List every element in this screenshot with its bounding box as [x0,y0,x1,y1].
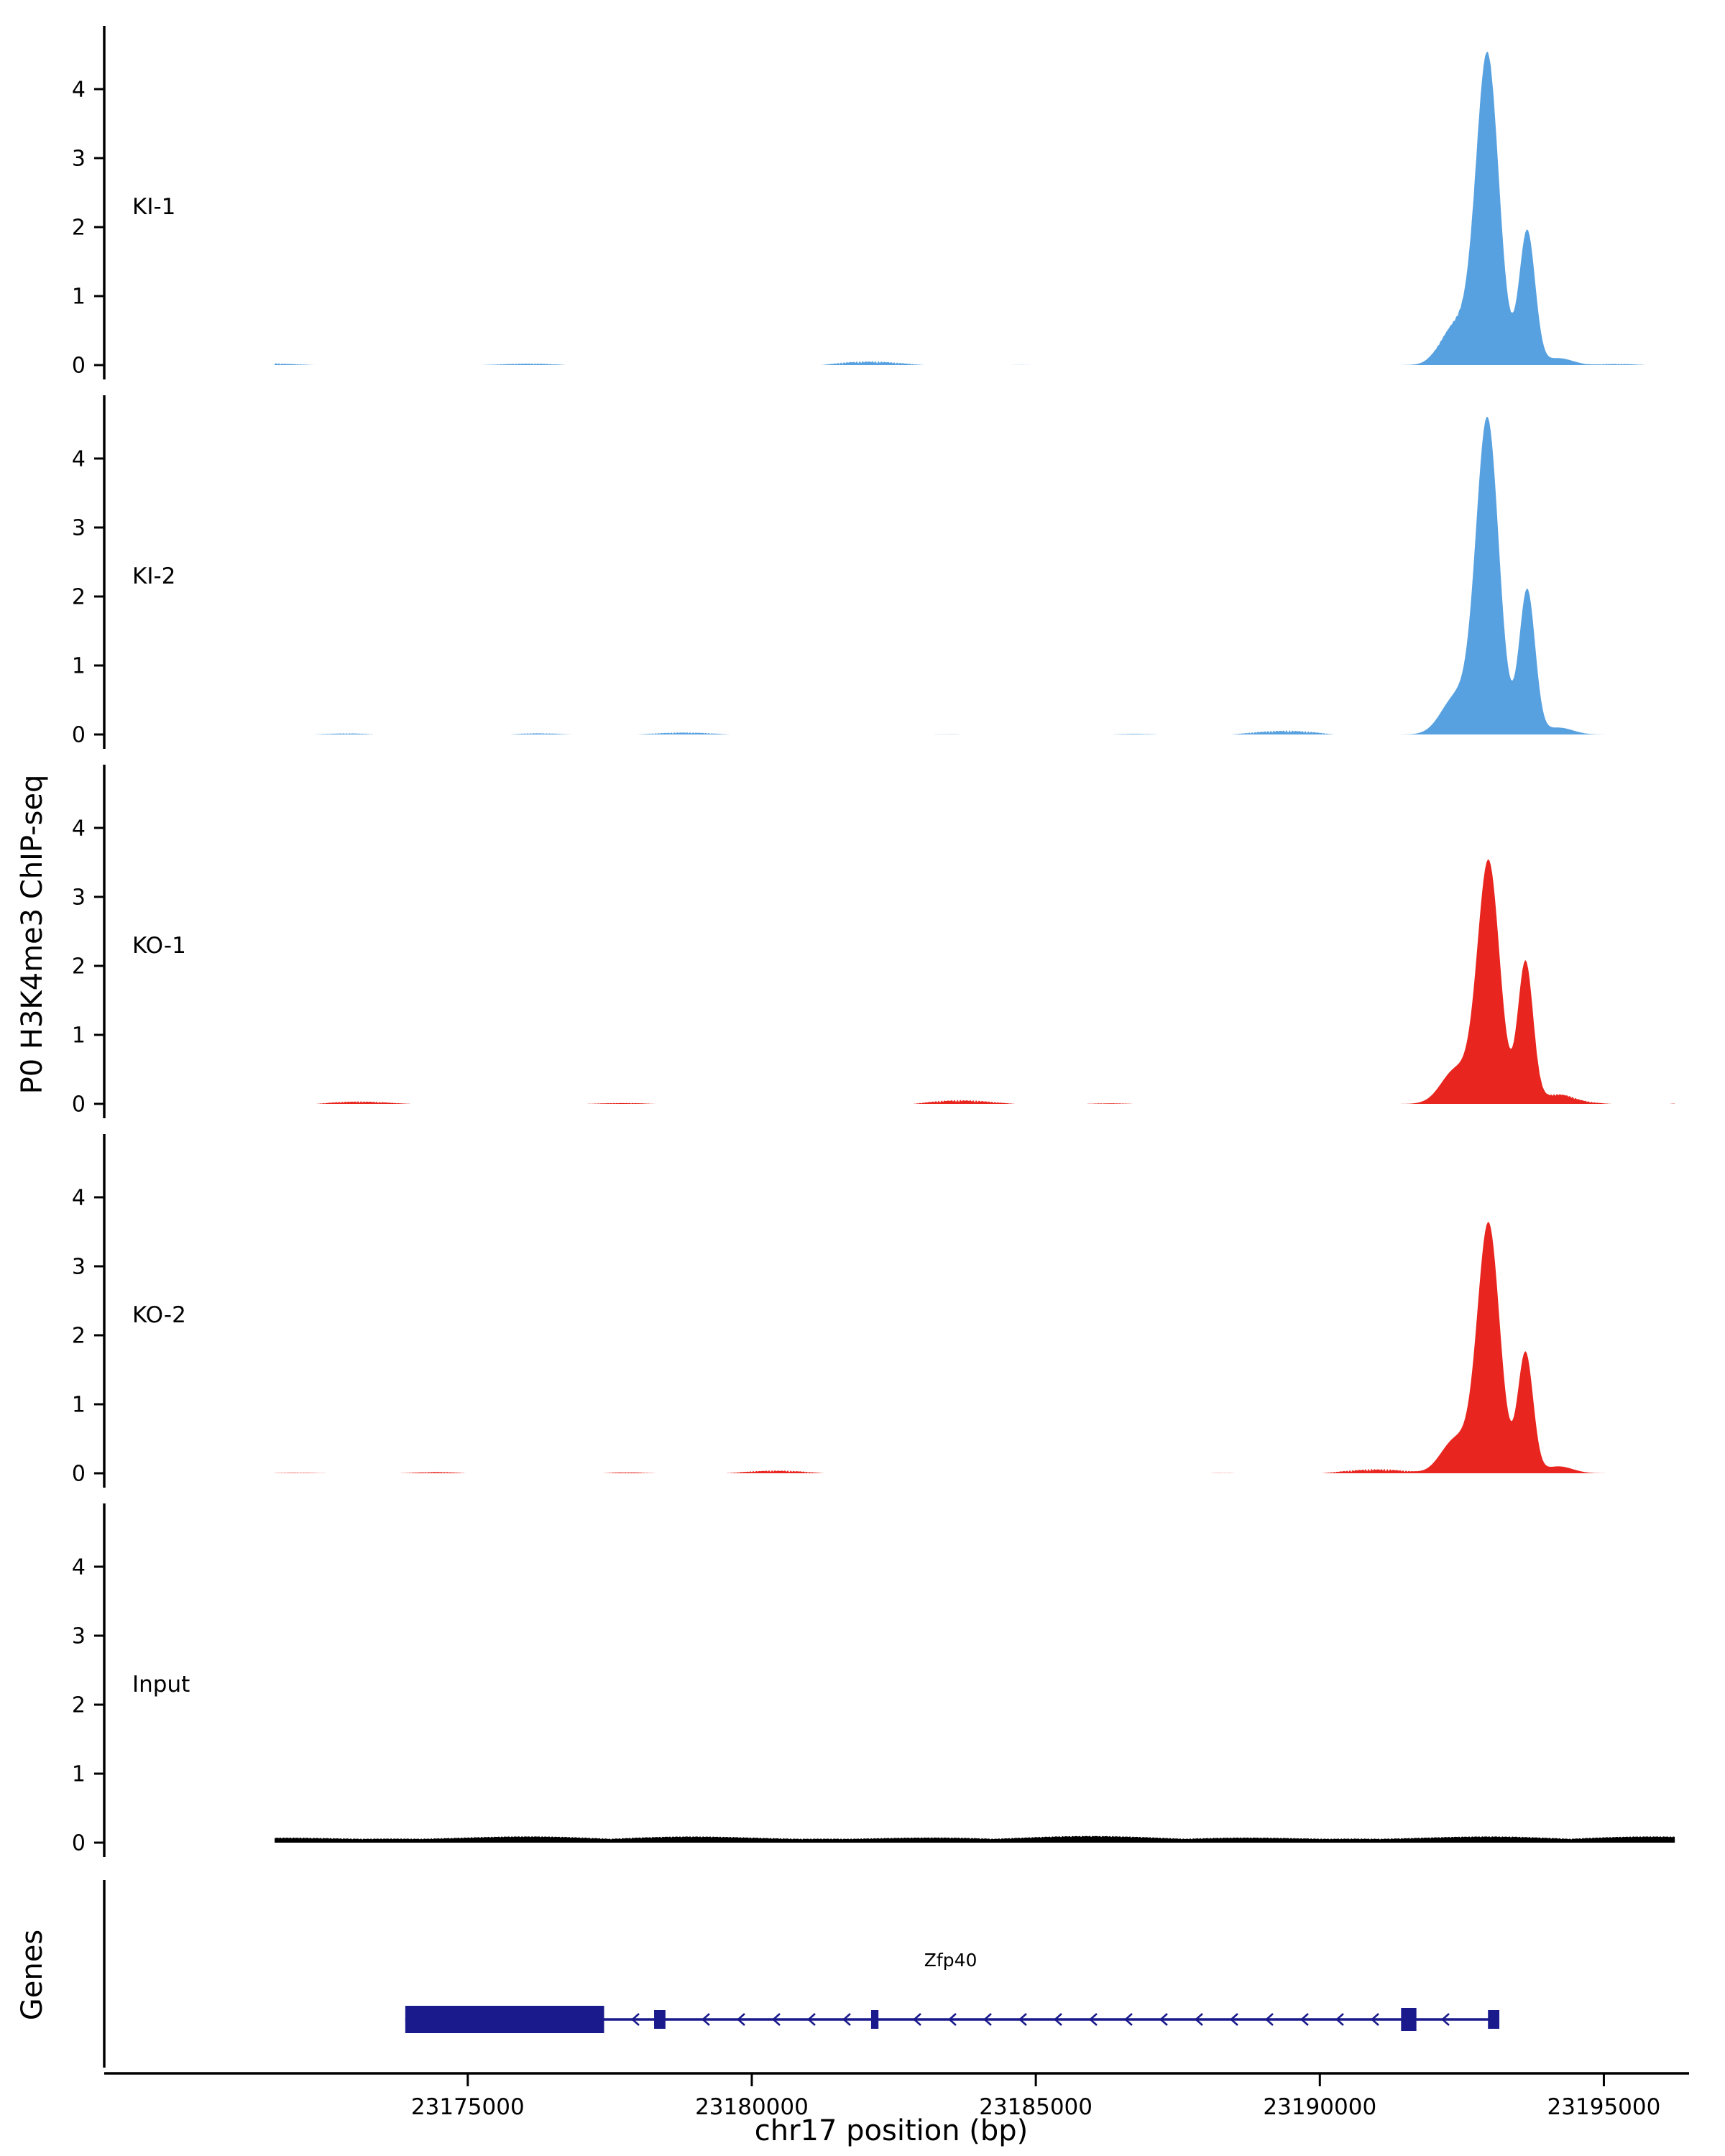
y-tick-label: 3 [72,885,86,911]
x-axis-title: chr17 position (bp) [755,2114,1029,2147]
coverage-area [275,1835,1675,1843]
strand-arrow-icon [1371,2013,1379,2026]
strand-arrow-icon [807,2013,816,2026]
strand-arrow-icon [737,2013,745,2026]
y-tick-label: 0 [72,1831,86,1856]
genes-track: Zfp40 [103,1880,1500,2068]
track-label: KI-2 [132,563,175,589]
strand-arrow-icon [1300,2013,1309,2026]
strand-arrow-icon [1230,2013,1238,2026]
strand-arrow-icon [1195,2013,1203,2026]
coverage-area [275,51,1675,366]
strand-arrow-icon [1335,2013,1344,2026]
coverage-area [275,417,1675,734]
y-tick-label: 1 [72,1762,86,1787]
gene-name-label: Zfp40 [924,1950,978,1971]
y-tick-label: 3 [72,1255,86,1280]
y-tick-label: 0 [72,354,86,379]
y-tick-label: 0 [72,1462,86,1487]
strand-arrow-icon [913,2013,921,2026]
strand-arrow-icon [1159,2013,1168,2026]
strand-arrow-icon [842,2013,851,2026]
x-tick-label: 23195000 [1547,2094,1661,2120]
y-tick-label: 0 [72,1092,86,1118]
y-tick-label: 1 [72,1393,86,1418]
track-KI-2: 0 1 2 3 4 KI-2 [72,395,1675,749]
strand-arrow-icon [1018,2013,1027,2026]
y-tick-label: 1 [72,285,86,310]
y-tick-label: 2 [72,585,86,610]
y-tick-label: 3 [72,147,86,172]
y-tick-label: 3 [72,516,86,541]
track-label: Input [132,1672,190,1697]
x-axis: 23175000 23180000 23185000 23190000 23195000 [104,2072,1689,2120]
y-tick-label: 1 [72,654,86,679]
y-tick-label: 0 [72,723,86,748]
strand-arrow-icon [631,2013,640,2026]
genes-title: Genes [16,1930,49,2020]
coverage-area [275,859,1675,1104]
x-tick-label: 23180000 [695,2094,809,2120]
strand-arrow-icon [983,2013,992,2026]
y-tick-label: 3 [72,1624,86,1649]
y-axis-title: P0 H3K4me3 ChIP-seq [16,775,49,1095]
strand-arrow-icon [1124,2013,1133,2026]
signal-tracks: 0 1 2 3 4 KI-1 0 1 2 3 4 KI-2 0 1 2 3 4 KO-1 0 1 2 3 4 KO-2 0 1 2 3… [72,26,1675,1857]
strand-arrow-icon [1054,2013,1062,2026]
y-tick-label: 2 [72,1693,86,1718]
track-KO-2: 0 1 2 3 4 KO-2 [72,1134,1675,1488]
strand-arrow-icon [772,2013,781,2026]
coverage-area [275,1222,1675,1473]
y-tick-label: 1 [72,1023,86,1049]
y-tick-label: 4 [72,1186,86,1211]
y-tick-label: 2 [72,954,86,980]
y-tick-label: 2 [72,216,86,241]
y-tick-label: 2 [72,1324,86,1349]
track-label: KO-2 [132,1302,186,1328]
strand-arrow-icon [948,2013,957,2026]
y-tick-label: 4 [72,78,86,103]
gene-exon [654,2010,666,2029]
strand-arrow-icon [1265,2013,1274,2026]
y-tick-label: 4 [72,1555,86,1580]
gene-exon [1488,2010,1500,2029]
strand-arrow-icon [1441,2013,1450,2026]
y-tick-label: 4 [72,447,86,472]
track-KI-1: 0 1 2 3 4 KI-1 [72,26,1675,379]
y-tick-label: 4 [72,816,86,842]
track-label: KI-1 [132,194,175,220]
x-tick-label: 23185000 [979,2094,1092,2120]
track-label: KO-1 [132,933,186,959]
gene-exon [870,2010,879,2029]
x-tick-label: 23190000 [1263,2094,1376,2120]
track-KO-1: 0 1 2 3 4 KO-1 [72,765,1675,1118]
gene-exon [405,2006,604,2033]
track-Input: 0 1 2 3 4 Input [72,1503,1675,1857]
gene-exon [1401,2008,1417,2031]
x-tick-label: 23175000 [411,2094,525,2120]
strand-arrow-icon [1089,2013,1098,2026]
strand-arrow-icon [702,2013,710,2026]
